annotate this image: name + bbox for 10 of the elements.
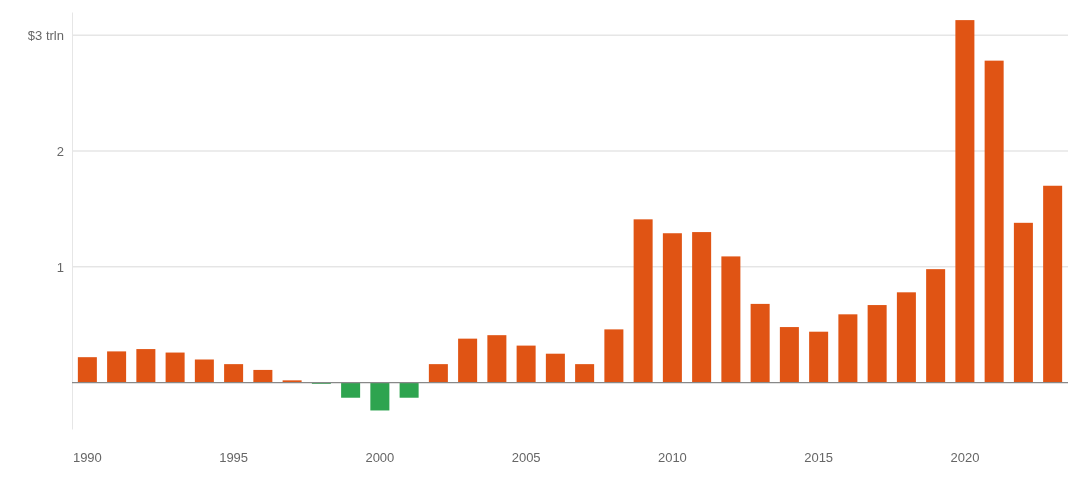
x-tick-label: 2010 (657, 450, 687, 466)
y-tick-label: $3 trln (27, 27, 64, 43)
x-tick-label: 1995 (219, 450, 249, 466)
x-tick-label: 1990 (72, 450, 102, 466)
y-tick-label: 2 (56, 143, 64, 159)
x-tick-label: 2005 (511, 450, 541, 466)
x-tick-label: 2000 (365, 450, 395, 466)
y-tick-label: 1 (56, 259, 64, 275)
x-tick-label: 2015 (804, 450, 834, 466)
x-tick-label: 2020 (950, 450, 980, 466)
